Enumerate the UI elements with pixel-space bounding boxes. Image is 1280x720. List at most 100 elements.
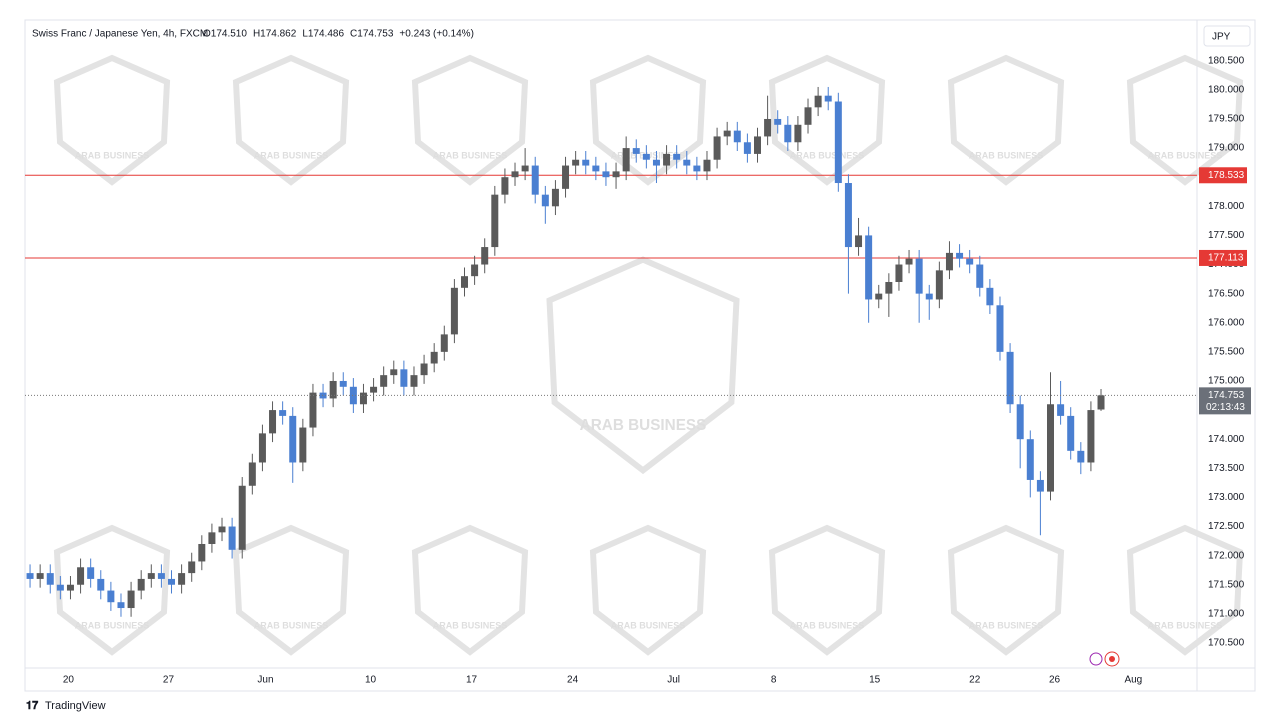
flash-icon[interactable] (1089, 652, 1103, 666)
candle-body (248, 462, 256, 486)
last-price-label: 174.753 (1208, 390, 1245, 401)
watermark-layer: ARAB BUSINESS ARAB BUSINESS ARAB BUSINESS A… (53, 54, 1244, 656)
candle-body (46, 573, 54, 585)
x-tick-label: Jun (257, 675, 273, 686)
legend-value: C174.753 (350, 29, 394, 40)
candle-body (188, 561, 196, 574)
candle-body (622, 148, 630, 172)
watermark-shield (768, 54, 886, 186)
candle-body (865, 235, 873, 300)
event-dot (1109, 656, 1115, 662)
candle-body (430, 351, 438, 364)
watermark-text: ARAB BUSINESS (1148, 620, 1223, 630)
candle-body (289, 415, 297, 463)
currency-button[interactable] (1203, 25, 1251, 47)
y-tick-label: 179.000 (1208, 143, 1245, 154)
candle-body (279, 410, 287, 416)
x-tick-label: 24 (567, 675, 579, 686)
candle-body (410, 375, 418, 387)
candle-body (935, 270, 943, 300)
watermark-text: ARAB BUSINESS (433, 620, 508, 630)
candle-body (632, 148, 640, 154)
candle-body (895, 264, 903, 282)
candle-body (147, 573, 155, 579)
candle-body (652, 159, 660, 166)
candle-body (1006, 351, 1014, 405)
candle-body (844, 183, 852, 248)
x-tick-label: 8 (771, 675, 777, 686)
candle-body (97, 578, 105, 591)
x-tick-label: 26 (1049, 675, 1061, 686)
last-price-tag (1199, 387, 1251, 415)
logo-mark: 𝟏𝟕 (26, 700, 39, 712)
legend-value: O174.510 (203, 29, 247, 40)
candle-body (743, 142, 751, 154)
candle-body (754, 136, 761, 154)
candle-body (834, 101, 842, 184)
candle-body (1026, 439, 1034, 480)
watermark-shield (1126, 54, 1244, 186)
watermark-text: ARAB BUSINESS (254, 150, 329, 160)
watermark-text: ARAB BUSINESS (75, 620, 150, 630)
candle-body (683, 159, 691, 166)
candle-body (996, 305, 1004, 352)
y-tick-label: 180.500 (1208, 55, 1245, 66)
candle-body (784, 124, 792, 143)
candle-body (117, 602, 125, 609)
x-tick-label: 27 (163, 675, 175, 686)
x-tick-label: 15 (869, 675, 881, 686)
y-tick-label: 171.000 (1208, 608, 1245, 619)
x-tick-label: 17 (466, 675, 478, 686)
candle-body (137, 578, 145, 591)
candle-body (329, 380, 337, 399)
symbol-title: Swiss Franc / Japanese Yen, 4h, FXCM (32, 29, 208, 40)
candle-body (218, 526, 226, 533)
currency-label: JPY (1212, 32, 1231, 43)
logo: 𝟏𝟕 (26, 700, 39, 712)
candle-body (461, 276, 468, 288)
x-tick-label: 20 (63, 675, 75, 686)
watermark-text: ARAB BUSINESS (790, 150, 865, 160)
candle-body (471, 264, 479, 277)
event-icon[interactable] (1104, 651, 1120, 667)
legend-value: L174.486 (302, 29, 344, 40)
candle-body (572, 159, 580, 166)
candle-body (359, 392, 367, 405)
candle-body (1016, 404, 1024, 440)
candle-body (925, 293, 933, 300)
watermark-shield (53, 54, 171, 186)
candle-body (238, 485, 246, 550)
candle-body (885, 281, 893, 294)
candle-body (107, 590, 115, 603)
y-tick-label: 176.000 (1208, 317, 1245, 328)
candle-body (127, 590, 135, 609)
legend-value: H174.862 (253, 29, 297, 40)
ohlc-legend: O174.510 H174.862 L174.486 C174.753 +0.243 (… (203, 29, 474, 40)
watermark-shield (546, 256, 740, 475)
candle-body (804, 107, 812, 125)
candle-body (511, 171, 519, 178)
candle-body (491, 194, 499, 248)
candle-body (168, 578, 175, 585)
y-tick-label: 179.500 (1208, 114, 1245, 125)
level-tag (1199, 249, 1247, 266)
y-tick-label: 172.000 (1208, 550, 1245, 561)
level-label: 177.113 (1208, 253, 1244, 264)
watermark-shield (53, 524, 171, 656)
candle-body (400, 369, 408, 387)
candle-body (824, 95, 832, 102)
watermark-text: ARAB BUSINESS (969, 150, 1044, 160)
candle-body (814, 95, 822, 108)
candle-body (673, 153, 681, 160)
candle-body (976, 264, 984, 288)
candle-body (1047, 404, 1054, 492)
y-tick-label: 173.500 (1208, 463, 1245, 474)
candle-body (349, 386, 357, 405)
y-tick-label: 170.500 (1208, 638, 1245, 649)
candle-body (703, 159, 711, 172)
candle-body (380, 375, 388, 387)
candle-body (663, 153, 671, 166)
candle-body (713, 136, 721, 160)
candle-body (440, 334, 448, 352)
